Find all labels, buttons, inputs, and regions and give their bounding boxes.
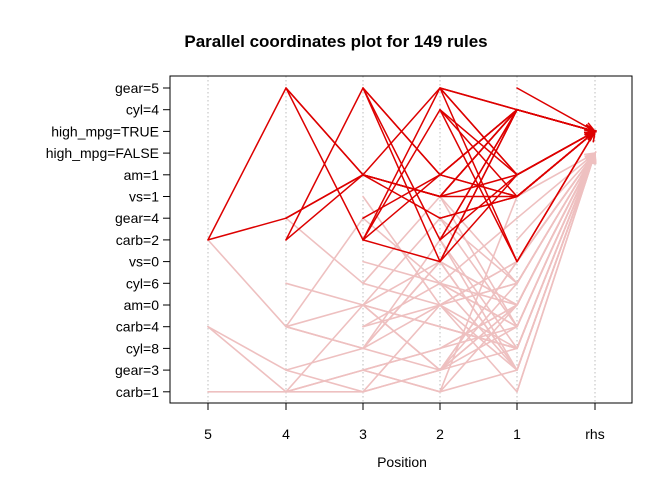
x-axis-ticks: 5 4 3 2 1 rhs [204, 403, 605, 442]
weak-rule-lines [207, 152, 596, 393]
x-tick-label: rhs [585, 426, 604, 442]
y-tick-label: vs=0 [129, 254, 159, 270]
rule-line-67 [285, 152, 596, 350]
rule-arrowhead-31 [584, 130, 597, 142]
x-tick-label: 5 [204, 426, 212, 442]
y-tick-label: high_mpg=FALSE [46, 145, 159, 161]
y-tick-label: gear=4 [115, 210, 159, 226]
y-tick-label: cyl=6 [126, 275, 159, 291]
y-tick-label: carb=4 [116, 319, 159, 335]
rule-line-15 [439, 87, 596, 263]
rule-line-28 [285, 108, 596, 219]
rule-line-76 [207, 152, 596, 393]
strong-rule-lines [207, 87, 596, 263]
rule-line-2 [516, 87, 596, 133]
rule-line-68 [285, 152, 596, 350]
y-tick-label: cyl=4 [126, 102, 159, 118]
arrowheads [583, 122, 597, 165]
rule-line-31 [207, 130, 596, 241]
y-tick-label: high_mpg=TRUE [51, 123, 159, 139]
x-tick-label: 4 [282, 426, 290, 442]
y-tick-label: cyl=8 [126, 340, 159, 356]
rule-line-75 [207, 152, 596, 371]
y-tick-label: am=1 [124, 167, 160, 183]
rule-line-74 [285, 152, 596, 328]
x-tick-label: 3 [359, 426, 367, 442]
x-tick-label: 1 [513, 426, 521, 442]
x-tick-label: 2 [436, 426, 444, 442]
rule-line-78 [207, 152, 596, 350]
chart-title: Parallel coordinates plot for 149 rules [184, 32, 487, 51]
x-axis-label: Position [377, 454, 427, 470]
y-tick-label: carb=1 [116, 384, 159, 400]
y-tick-label: carb=2 [116, 232, 159, 248]
y-tick-label: vs=1 [129, 189, 159, 205]
y-tick-label: am=0 [124, 297, 160, 313]
rule-arrowhead-78 [586, 151, 596, 165]
rule-line-77 [207, 152, 596, 393]
y-tick-label: gear=3 [115, 362, 159, 378]
y-axis-ticks: gear=5 cyl=4 high_mpg=TRUE high_mpg=FALSEam… [46, 80, 170, 400]
y-tick-label: gear=5 [115, 80, 159, 96]
